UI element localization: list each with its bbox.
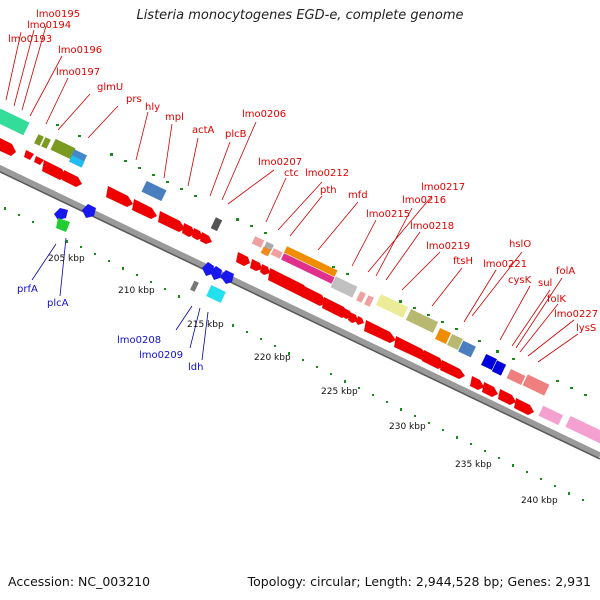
gene-label[interactable]: lmo0218 — [410, 221, 454, 232]
gene-label[interactable]: lysS — [576, 323, 596, 334]
gene-label[interactable]: prfA — [17, 284, 38, 295]
reverse-genes[interactable] — [54, 204, 234, 303]
gene-label[interactable]: sul — [538, 278, 552, 289]
gene-label[interactable]: ldh — [188, 362, 203, 373]
gene-label[interactable]: hslO — [509, 239, 531, 250]
gene-label[interactable]: lmo0216 — [402, 195, 446, 206]
gene-label[interactable]: mpl — [165, 112, 184, 123]
tick-track-outer — [56, 124, 587, 396]
gene-label[interactable]: lmo0215 — [366, 209, 410, 220]
upper-gene-labels: lmo0195 lmo0194 lmo0193 lmo0196 lmo0197 … — [8, 9, 598, 334]
gene-label[interactable]: folA — [556, 266, 575, 277]
gene-label[interactable]: lmo0227 — [554, 309, 598, 320]
gene-label[interactable]: lmo0206 — [242, 109, 286, 120]
kbp-label: 230 kbp — [389, 422, 426, 432]
gene-label[interactable]: lmo0195 — [36, 9, 80, 20]
gene-label[interactable]: cysK — [508, 275, 532, 286]
gene-label[interactable]: lmo0194 — [27, 20, 71, 31]
kbp-label: 210 kbp — [118, 286, 155, 296]
gene-label[interactable]: lmo0217 — [421, 182, 465, 193]
gene-label[interactable]: prs — [126, 94, 142, 105]
gene-label[interactable]: ftsH — [453, 256, 473, 267]
lower-gene-labels: prfA plcA lmo0208 lmo0209 ldh — [17, 284, 203, 373]
gene-label[interactable]: glmU — [97, 82, 123, 93]
lower-leader-lines — [31, 237, 209, 361]
kbp-label: 235 kbp — [455, 460, 492, 470]
gene-label[interactable]: lmo0208 — [117, 335, 161, 346]
map-title: Listeria monocytogenes EGD-e, complete g… — [136, 8, 464, 23]
gene-label[interactable]: lmo0212 — [305, 168, 349, 179]
gene-label[interactable]: lmo0221 — [483, 259, 527, 270]
gene-label[interactable]: mfd — [348, 190, 368, 201]
gene-label[interactable]: lmo0196 — [58, 45, 102, 56]
gene-label[interactable]: folK — [547, 294, 566, 305]
gene-label[interactable]: actA — [192, 125, 215, 136]
accession-text: Accession: NC_003210 — [8, 574, 151, 589]
kbp-label: 215 kbp — [187, 320, 224, 330]
gene-label[interactable]: ctc — [284, 168, 299, 179]
upper-leader-lines — [5, 25, 579, 363]
gene-label[interactable]: pth — [320, 185, 337, 196]
gene-label[interactable]: lmo0193 — [8, 34, 52, 45]
gene-label[interactable]: lmo0209 — [139, 350, 183, 361]
tick-track-inner — [4, 207, 584, 501]
gene-label[interactable]: hly — [145, 102, 160, 113]
feature-track[interactable] — [0, 108, 600, 445]
kbp-label: 205 kbp — [48, 254, 85, 264]
topology-summary: Topology: circular; Length: 2,944,528 bp… — [247, 574, 591, 589]
gene-label[interactable]: lmo0207 — [258, 157, 302, 168]
kbp-scale: 205 kbp 210 kbp 215 kbp 220 kbp 225 kbp … — [48, 254, 558, 506]
kbp-label: 220 kbp — [254, 353, 291, 363]
forward-genes[interactable] — [0, 138, 534, 415]
gene-label[interactable]: plcB — [225, 129, 247, 140]
gene-label[interactable]: lmo0219 — [426, 241, 470, 252]
gene-label[interactable]: lmo0197 — [56, 67, 100, 78]
kbp-label: 225 kbp — [321, 387, 358, 397]
kbp-label: 240 kbp — [521, 496, 558, 506]
gene-label[interactable]: plcA — [47, 298, 69, 309]
